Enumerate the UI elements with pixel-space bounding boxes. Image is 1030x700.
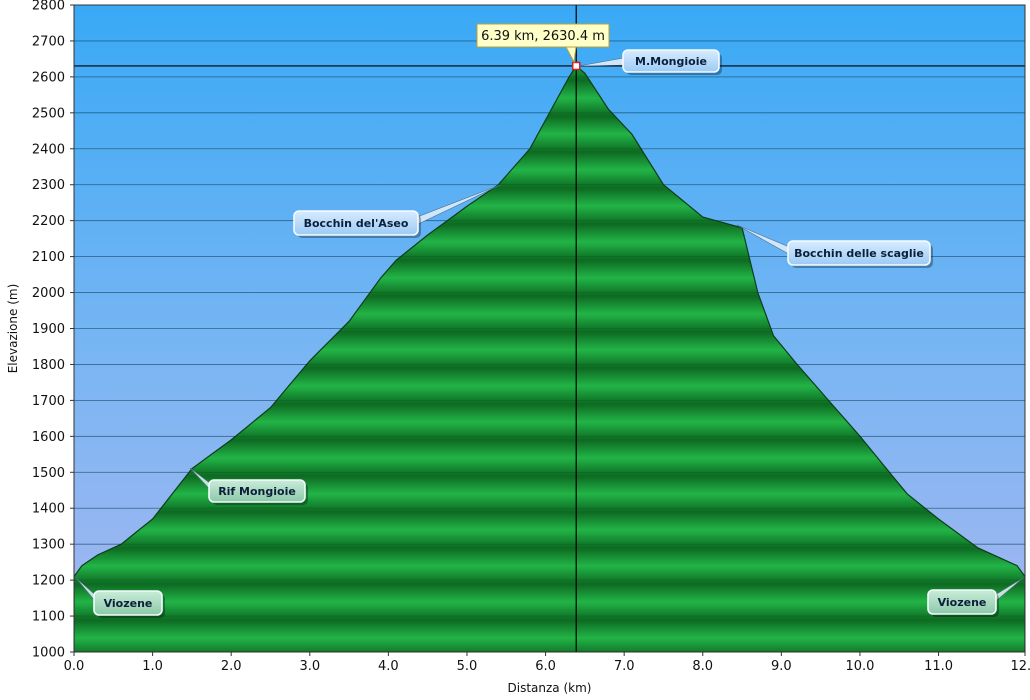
y-tick-label: 1600 xyxy=(32,430,65,445)
x-tick-label: 9.0 xyxy=(771,659,792,674)
waypoint-box xyxy=(787,240,931,266)
y-tick-label: 1200 xyxy=(32,574,65,589)
waypoint-callout: Bocchin del'Aseo xyxy=(293,184,501,238)
x-tick-label: 6.0 xyxy=(535,659,556,674)
cursor-tooltip-text: 6.39 km, 2630.4 m xyxy=(481,29,605,44)
waypoint-label: Viozene xyxy=(938,596,987,609)
waypoint-label: Viozene xyxy=(104,597,153,610)
y-tick-label: 1100 xyxy=(32,610,65,625)
axis-layer: 1000 1100 1200 1300 1400 1500 1600 1700 1800 1900… xyxy=(6,0,1030,695)
x-axis-title: Distanza (km) xyxy=(508,681,592,695)
x-tick-label: 3.0 xyxy=(299,659,320,674)
x-tick-label: 0.0 xyxy=(64,659,85,674)
waypoint-label: Bocchin delle scaglie xyxy=(794,247,924,260)
waypoint-box xyxy=(93,590,163,616)
y-tick-label: 2400 xyxy=(32,142,65,157)
waypoint-callout: M.Mongioie xyxy=(578,49,722,75)
x-tick-label: 11.0 xyxy=(924,659,953,674)
cursor-marker xyxy=(571,61,581,71)
y-tick-label: 2300 xyxy=(32,178,65,193)
cursor-layer: 6.39 km, 2630.4 m xyxy=(74,5,1025,652)
y-axis-title: Elevazione (m) xyxy=(6,284,20,374)
waypoint-label: Bocchin del'Aseo xyxy=(304,217,409,230)
x-tick-label: 12.1 xyxy=(1011,659,1030,674)
cursor-tooltip-pointer xyxy=(565,46,577,64)
y-tick-label: 2600 xyxy=(32,70,65,85)
y-tick-label: 2100 xyxy=(32,250,65,265)
waypoint-box xyxy=(208,479,306,503)
y-tick-label: 1700 xyxy=(32,394,65,409)
x-tick-label: 7.0 xyxy=(614,659,635,674)
cursor-tooltip: 6.39 km, 2630.4 m xyxy=(476,23,610,64)
waypoint-callout: Bocchin delle scaglie xyxy=(736,224,933,268)
x-tick-label: 5.0 xyxy=(457,659,478,674)
waypoint-label: M.Mongioie xyxy=(635,55,707,68)
x-tick-label: 8.0 xyxy=(692,659,713,674)
y-tick-label: 1300 xyxy=(32,538,65,553)
waypoint-layer: M.Mongioie Bocchin del'Aseo Bocchin delle … xyxy=(75,49,1024,618)
x-tick-label: 10.0 xyxy=(845,659,874,674)
y-tick-label: 2200 xyxy=(32,214,65,229)
y-tick-label: 1000 xyxy=(32,646,65,661)
x-tick-label: 2.0 xyxy=(221,659,242,674)
waypoint-label: Rif Mongioie xyxy=(218,485,296,498)
y-tick-label: 2500 xyxy=(32,106,65,121)
y-tick-label: 2700 xyxy=(32,34,65,49)
waypoint-callout: Viozene xyxy=(75,577,165,618)
y-tick-label: 2800 xyxy=(32,0,65,14)
waypoint-callout: Rif Mongioie xyxy=(189,467,308,505)
waypoint-box xyxy=(293,210,419,236)
x-tick-label: 1.0 xyxy=(142,659,163,674)
profile-area-layer xyxy=(74,5,1025,652)
waypoint-box xyxy=(622,49,720,73)
waypoint-callout: Viozene xyxy=(927,577,1024,617)
y-tick-label: 1500 xyxy=(32,466,65,481)
x-tick-label: 4.0 xyxy=(378,659,399,674)
waypoint-box xyxy=(927,589,997,615)
y-tick-label: 1800 xyxy=(32,358,65,373)
y-tick-label: 1900 xyxy=(32,322,65,337)
cursor-tooltip-box xyxy=(476,23,610,48)
y-tick-label: 1400 xyxy=(32,502,65,517)
y-tick-label: 2000 xyxy=(32,286,65,301)
